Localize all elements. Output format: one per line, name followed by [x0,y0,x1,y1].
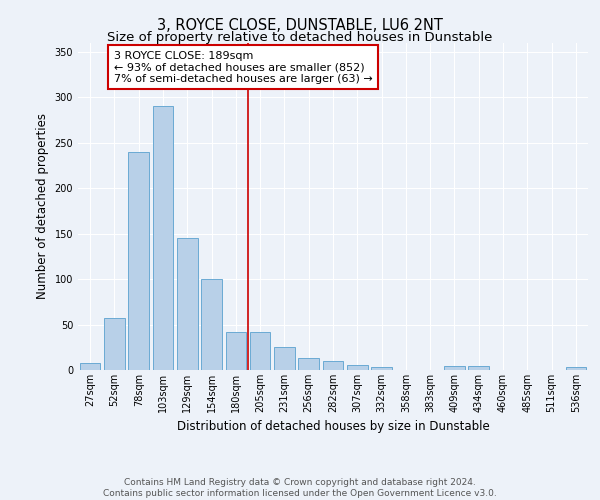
Bar [226,332,246,370]
Y-axis label: Number of detached properties: Number of detached properties [36,114,49,299]
Bar [566,368,586,370]
Bar [104,318,125,370]
Bar [347,366,368,370]
Bar [323,361,343,370]
Bar [371,368,392,370]
Bar [298,358,319,370]
Bar [250,332,271,370]
Bar [201,279,222,370]
Bar [80,362,100,370]
Bar [152,106,173,370]
Bar [274,348,295,370]
Bar [177,238,197,370]
Text: Size of property relative to detached houses in Dunstable: Size of property relative to detached ho… [107,31,493,44]
X-axis label: Distribution of detached houses by size in Dunstable: Distribution of detached houses by size … [176,420,490,434]
Bar [128,152,149,370]
Bar [469,366,489,370]
Text: 3, ROYCE CLOSE, DUNSTABLE, LU6 2NT: 3, ROYCE CLOSE, DUNSTABLE, LU6 2NT [157,18,443,32]
Bar [444,366,465,370]
Text: 3 ROYCE CLOSE: 189sqm
← 93% of detached houses are smaller (852)
7% of semi-deta: 3 ROYCE CLOSE: 189sqm ← 93% of detached … [114,50,373,84]
Text: Contains HM Land Registry data © Crown copyright and database right 2024.
Contai: Contains HM Land Registry data © Crown c… [103,478,497,498]
